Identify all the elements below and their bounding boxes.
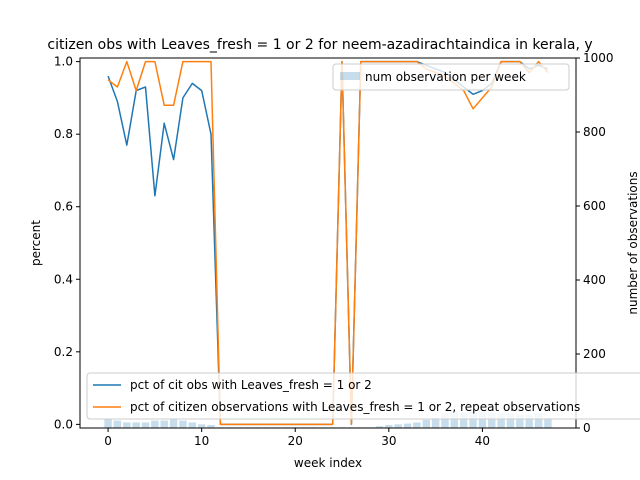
x-axis-label: week index (294, 456, 362, 470)
observation-bar (516, 415, 524, 428)
observation-bar (469, 411, 477, 428)
legend-line1-label: pct of cit obs with Leaves_fresh = 1 or … (130, 378, 372, 392)
percent-lines (107, 60, 549, 426)
y2-tick-label: 800 (583, 125, 606, 139)
y-tick-label: 0.8 (54, 127, 73, 141)
observation-bar (534, 413, 543, 428)
legend-lower-box (86, 372, 640, 420)
observation-bar (431, 417, 440, 428)
observation-bar (394, 424, 402, 428)
x-tick-label: 0 (104, 434, 112, 448)
x-tick-label: 30 (381, 434, 396, 448)
observation-bar (151, 420, 159, 428)
x-tick-label: 40 (475, 434, 490, 448)
y-tick-label: 0.4 (54, 272, 73, 286)
observation-bar (525, 415, 533, 428)
y-tick-label: 0.0 (54, 417, 73, 431)
legend-upper-box (332, 63, 570, 91)
observation-bar (160, 420, 168, 428)
x-tick-label: 20 (288, 434, 303, 448)
legend-lower: pct of cit obs with Leaves_fresh = 1 or … (86, 372, 640, 420)
series-line-1 (107, 60, 549, 426)
y-tick-label: 0.6 (54, 200, 73, 214)
observation-bar (207, 425, 215, 428)
y2-tick-label: 0 (583, 421, 591, 435)
observation-bar (506, 413, 515, 428)
chart-title: citizen obs with Leaves_fresh = 1 or 2 f… (47, 37, 592, 53)
observation-bar (179, 420, 187, 428)
observation-bar (497, 413, 505, 428)
observation-bar (413, 422, 421, 428)
legend-upper: num observation per week (332, 63, 570, 91)
legend-bar-label: num observation per week (365, 70, 526, 84)
observation-bar (188, 422, 197, 428)
observation-bar (422, 419, 431, 428)
y2-tick-label: 400 (583, 273, 606, 287)
y-tick-label: 0.2 (54, 345, 73, 359)
observation-bar (141, 422, 150, 428)
plot-frame (79, 57, 577, 429)
legend-bar-swatch (340, 72, 360, 80)
observation-bar (123, 422, 131, 428)
observation-bar (459, 412, 468, 428)
y-tick-label: 1.0 (54, 55, 73, 69)
observation-bar (169, 418, 178, 428)
observation-bar (197, 424, 206, 428)
y2-tick-label: 1000 (583, 51, 614, 65)
observation-bar (441, 413, 449, 428)
y-axis-left: 0.0 0.2 0.4 0.6 0.8 1.0 (54, 55, 80, 431)
observation-bar (104, 418, 112, 428)
series-line-2 (107, 60, 549, 426)
y2-axis-label: number of observations (626, 171, 640, 314)
y2-tick-label: 200 (583, 347, 606, 361)
observation-bar (403, 423, 412, 428)
observation-bar (385, 425, 393, 428)
observation-bar (375, 426, 384, 428)
observation-bar (544, 417, 552, 428)
x-tick-label: 10 (194, 434, 209, 448)
y-axis-right: 0 200 400 600 800 1000 (576, 51, 614, 435)
x-axis: 0 10 20 30 40 (104, 428, 490, 448)
observation-bar (478, 411, 487, 428)
observation-bar (450, 411, 459, 428)
observation-bar (113, 420, 122, 428)
observation-bar (488, 412, 496, 428)
legend-line2-label: pct of citizen observations with Leaves_… (130, 400, 580, 414)
observation-bar (132, 422, 140, 428)
y2-tick-label: 600 (583, 199, 606, 213)
y-axis-label: percent (29, 220, 43, 266)
